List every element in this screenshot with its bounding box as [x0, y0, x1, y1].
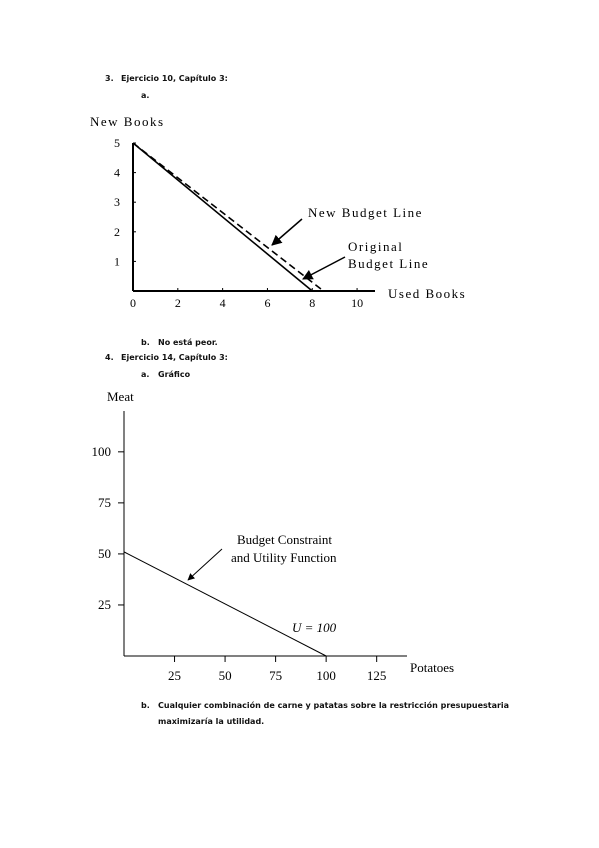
- sub-title: Gráfico: [158, 370, 191, 379]
- annotation: Budget Line: [348, 256, 429, 271]
- annotation: Budget Constraint: [237, 532, 332, 547]
- x-axis-label: Potatoes: [410, 660, 454, 675]
- budget-line: [132, 142, 324, 292]
- item-title: Ejercicio 10, Capítulo 3:: [121, 74, 228, 83]
- x-tick-label: 75: [269, 668, 282, 683]
- x-axis-label: Used Books: [388, 286, 466, 301]
- budget-line: [132, 142, 313, 292]
- y-axis-label: New Books: [90, 114, 165, 129]
- sub-label: a.: [141, 91, 149, 100]
- arrow: [302, 256, 346, 280]
- sub-label: a.: [141, 370, 149, 379]
- y-tick-label: 75: [98, 495, 111, 510]
- x-tick-label: 25: [168, 668, 181, 683]
- budget-line: [123, 551, 327, 657]
- x-tick-label: 100: [316, 668, 336, 683]
- item-number: 3.: [105, 74, 114, 83]
- y-tick-label: 50: [98, 546, 111, 561]
- sub-label: b.: [141, 338, 150, 347]
- y-tick-label: 100: [92, 444, 112, 459]
- annotation: Original: [348, 239, 403, 254]
- y-tick-label: 2: [114, 225, 120, 239]
- arrow: [187, 548, 223, 581]
- x-tick-label: 6: [264, 296, 270, 310]
- item-title: Ejercicio 14, Capítulo 3:: [121, 353, 228, 362]
- answer: No está peor.: [158, 338, 218, 347]
- x-tick-label: 0: [130, 296, 136, 310]
- x-tick-label: 125: [367, 668, 387, 683]
- annotation: New Budget Line: [308, 205, 423, 220]
- sub-label: b.: [141, 701, 150, 710]
- item-number: 4.: [105, 353, 114, 362]
- y-tick-label: 3: [114, 195, 120, 209]
- answer: maximizaría la utilidad.: [158, 717, 264, 726]
- x-tick-label: 4: [220, 296, 226, 310]
- y-tick-label: 25: [98, 597, 111, 612]
- x-tick-label: 50: [219, 668, 232, 683]
- y-tick-label: 1: [114, 254, 120, 268]
- y-tick-label: 4: [114, 166, 120, 180]
- x-tick-label: 2: [175, 296, 181, 310]
- annotation: U = 100: [292, 620, 337, 635]
- y-tick-label: 5: [114, 136, 120, 150]
- y-axis-label: Meat: [107, 389, 134, 404]
- arrow: [271, 218, 303, 246]
- x-tick-label: 8: [309, 296, 315, 310]
- x-tick-label: 10: [351, 296, 363, 310]
- annotation: and Utility Function: [231, 550, 337, 565]
- answer: Cualquier combinación de carne y patatas…: [158, 700, 509, 710]
